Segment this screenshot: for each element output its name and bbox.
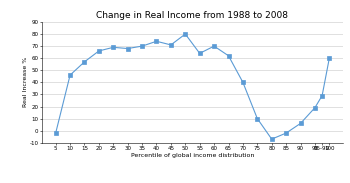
Title: Change in Real Income from 1988 to 2008: Change in Real Income from 1988 to 2008 <box>97 11 288 20</box>
Y-axis label: Real Increase %: Real Increase % <box>23 57 28 107</box>
X-axis label: Percentile of global income distribution: Percentile of global income distribution <box>131 153 254 158</box>
